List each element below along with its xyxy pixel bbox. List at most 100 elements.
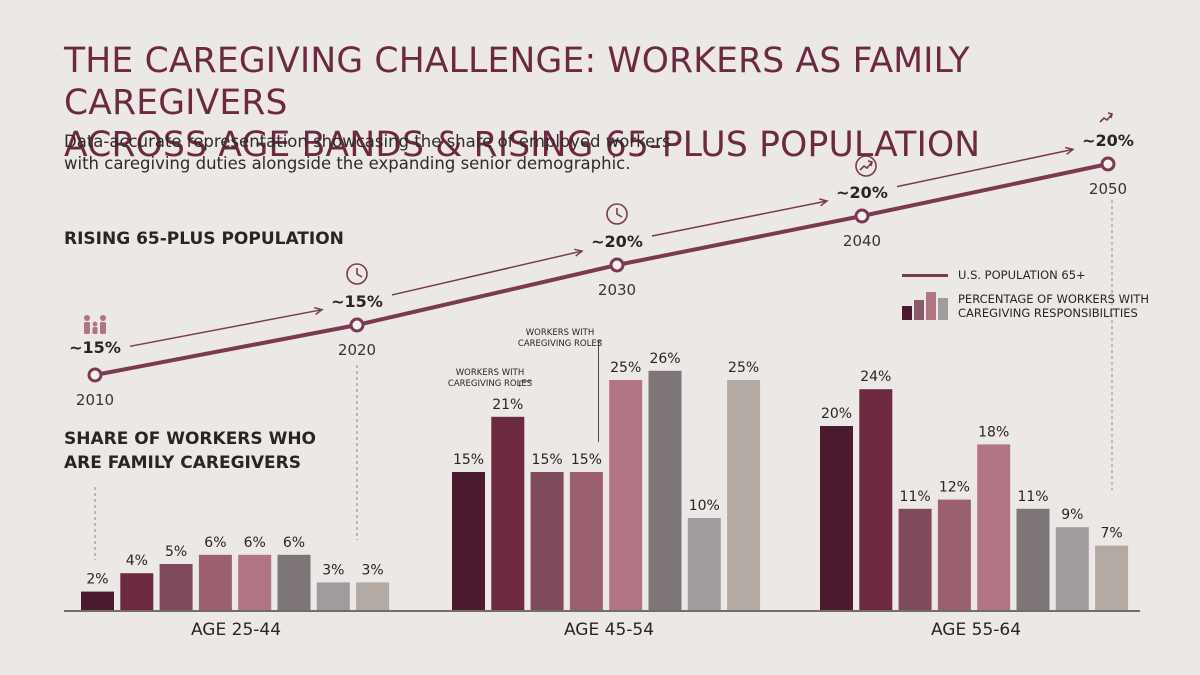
- population-point-2010: [87, 367, 103, 383]
- legend: U.S. POPULATION 65+ PERCENTAGE OF WORKER…: [902, 268, 1182, 320]
- bar-value-label: 9%: [1061, 507, 1083, 523]
- bar-0-2: [159, 564, 193, 610]
- bar-0-3: [198, 554, 232, 610]
- bar-0-0: [81, 591, 114, 610]
- year-label-2010: 2010: [76, 391, 114, 409]
- bar-value-label: 6%: [244, 535, 266, 551]
- legend-item-population: U.S. POPULATION 65+: [902, 268, 1182, 282]
- bar-1-6: [687, 518, 721, 610]
- bar-value-label: 24%: [860, 369, 891, 385]
- bar-value-label: 7%: [1100, 526, 1122, 542]
- workers-bar-chart: 2% 4% 5% 6% 6% 6% 3% 3% 15% 21% 15% 15% 25% 26% 10% 25%…: [64, 328, 1140, 612]
- bar-0-7: [356, 582, 390, 610]
- population-value-label-2040: ~20%: [836, 183, 888, 202]
- bar-value-label: 12%: [939, 480, 970, 496]
- trend-arrow-line: [129, 308, 323, 348]
- bar-2-1: [859, 389, 893, 610]
- bar-value-label: 3%: [361, 562, 383, 578]
- population-value-label-2010: ~15%: [69, 338, 121, 357]
- population-value-label-2030: ~20%: [591, 232, 643, 251]
- bar-2-5: [1016, 508, 1050, 610]
- bar-1-3: [569, 472, 603, 610]
- annotation-leader-line: [598, 340, 602, 442]
- year-label-2040: 2040: [843, 232, 881, 250]
- title-line-1: THE CAREGIVING CHALLENGE: WORKERS AS FAM…: [64, 41, 970, 123]
- bar-0-6: [316, 582, 350, 610]
- bar-1-4: [609, 380, 643, 610]
- bar-1-1: [491, 416, 525, 610]
- year-label-2050: 2050: [1089, 180, 1127, 198]
- legend-bars-label-line-1: PERCENTAGE OF WORKERS WITH: [958, 292, 1150, 306]
- trend-up-icon: [855, 155, 877, 177]
- workers-label-line-1: SHARE OF WORKERS WHO: [64, 429, 316, 449]
- bar-value-label: 15%: [453, 452, 484, 468]
- population-point-2020: [349, 317, 365, 333]
- family-icon: [84, 315, 106, 334]
- bar-value-label: 15%: [571, 452, 602, 468]
- legend-bars-label-line-2: CAREGIVING RESPONSIBILITIES: [958, 306, 1138, 320]
- annotation-leader-line: [519, 380, 532, 387]
- bar-value-label: 11%: [900, 489, 931, 505]
- bar-value-label: 11%: [1017, 489, 1048, 505]
- population-value-label-2020: ~15%: [331, 292, 383, 311]
- population-section-label: RISING 65-PLUS POPULATION: [64, 229, 344, 249]
- annotation-line-2: CAREGIVING ROLES: [448, 379, 532, 389]
- age-band-label: AGE 45-54: [563, 620, 655, 640]
- bar-value-label: 21%: [492, 397, 523, 413]
- bar-value-label: 10%: [689, 498, 720, 514]
- bar-2-4: [977, 444, 1011, 610]
- bar-value-label: 18%: [978, 424, 1009, 440]
- bar-value-label: 15%: [532, 452, 563, 468]
- bar-2-0: [820, 426, 853, 610]
- title-line-2: ACROSS AGE BANDS & RISING 65-PLUS POPULA…: [64, 125, 981, 165]
- bar-value-label: 4%: [126, 553, 148, 569]
- bar-value-label: 26%: [649, 351, 680, 367]
- population-point-2050: [1100, 156, 1116, 172]
- trend-arrow-line: [391, 250, 583, 296]
- bar-value-label: 2%: [86, 572, 108, 588]
- trend-arrow-line: [896, 148, 1074, 188]
- legend-line-swatch: [902, 273, 948, 277]
- trend-arrow-icon: [1099, 112, 1113, 123]
- bar-1-2: [530, 472, 564, 610]
- page-title: THE CAREGIVING CHALLENGE: WORKERS AS FAM…: [64, 40, 1164, 166]
- year-label-2020: 2020: [338, 341, 376, 359]
- clock-icon: [606, 203, 628, 225]
- trend-arrow-head: [819, 198, 829, 207]
- bar-2-3: [937, 499, 971, 610]
- bar-value-label: 6%: [204, 535, 226, 551]
- workers-section-label: SHARE OF WORKERS WHO ARE FAMILY CAREGIVE…: [64, 427, 316, 475]
- bar-value-label: 25%: [610, 360, 641, 376]
- bar-value-label: 25%: [728, 360, 759, 376]
- bar-1-5: [648, 370, 682, 610]
- bar-0-5: [277, 554, 311, 610]
- legend-bars-label: PERCENTAGE OF WORKERS WITH CAREGIVING RE…: [958, 292, 1149, 320]
- trend-arrow-head: [314, 306, 324, 316]
- age-band-label: AGE 55-64: [930, 620, 1022, 640]
- population-point-2030: [609, 257, 625, 273]
- population-point-2040: [854, 208, 870, 224]
- trend-arrow-head: [574, 248, 584, 257]
- population-value-label-2050: ~20%: [1082, 131, 1134, 150]
- annotation-line-1: WORKERS WITH: [526, 328, 594, 338]
- bar-value-label: 6%: [283, 535, 305, 551]
- legend-item-workers: PERCENTAGE OF WORKERS WITH CAREGIVING RE…: [902, 292, 1182, 320]
- bar-value-label: 5%: [165, 544, 187, 560]
- population-line-chart: ~15% 2010 ~15% 2020 ~20% 2030 ~20% 2040 ~20% 2050: [69, 112, 1134, 409]
- bar-0-1: [120, 573, 154, 610]
- bar-2-7: [1095, 545, 1129, 610]
- bar-2-6: [1055, 527, 1089, 610]
- trend-arrow-line: [651, 200, 828, 237]
- annotation-line-1: WORKERS WITH: [456, 368, 524, 378]
- legend-bars-swatch: [902, 292, 948, 320]
- bar-1-7: [727, 380, 761, 610]
- bar-value-label: 3%: [322, 562, 344, 578]
- age-band-label: AGE 25-44: [190, 620, 282, 640]
- bar-1-0: [452, 472, 485, 610]
- clock-icon: [346, 263, 368, 285]
- subtitle: Data-accurate representation showcasing …: [64, 132, 671, 173]
- legend-line-label: U.S. POPULATION 65+: [958, 268, 1086, 282]
